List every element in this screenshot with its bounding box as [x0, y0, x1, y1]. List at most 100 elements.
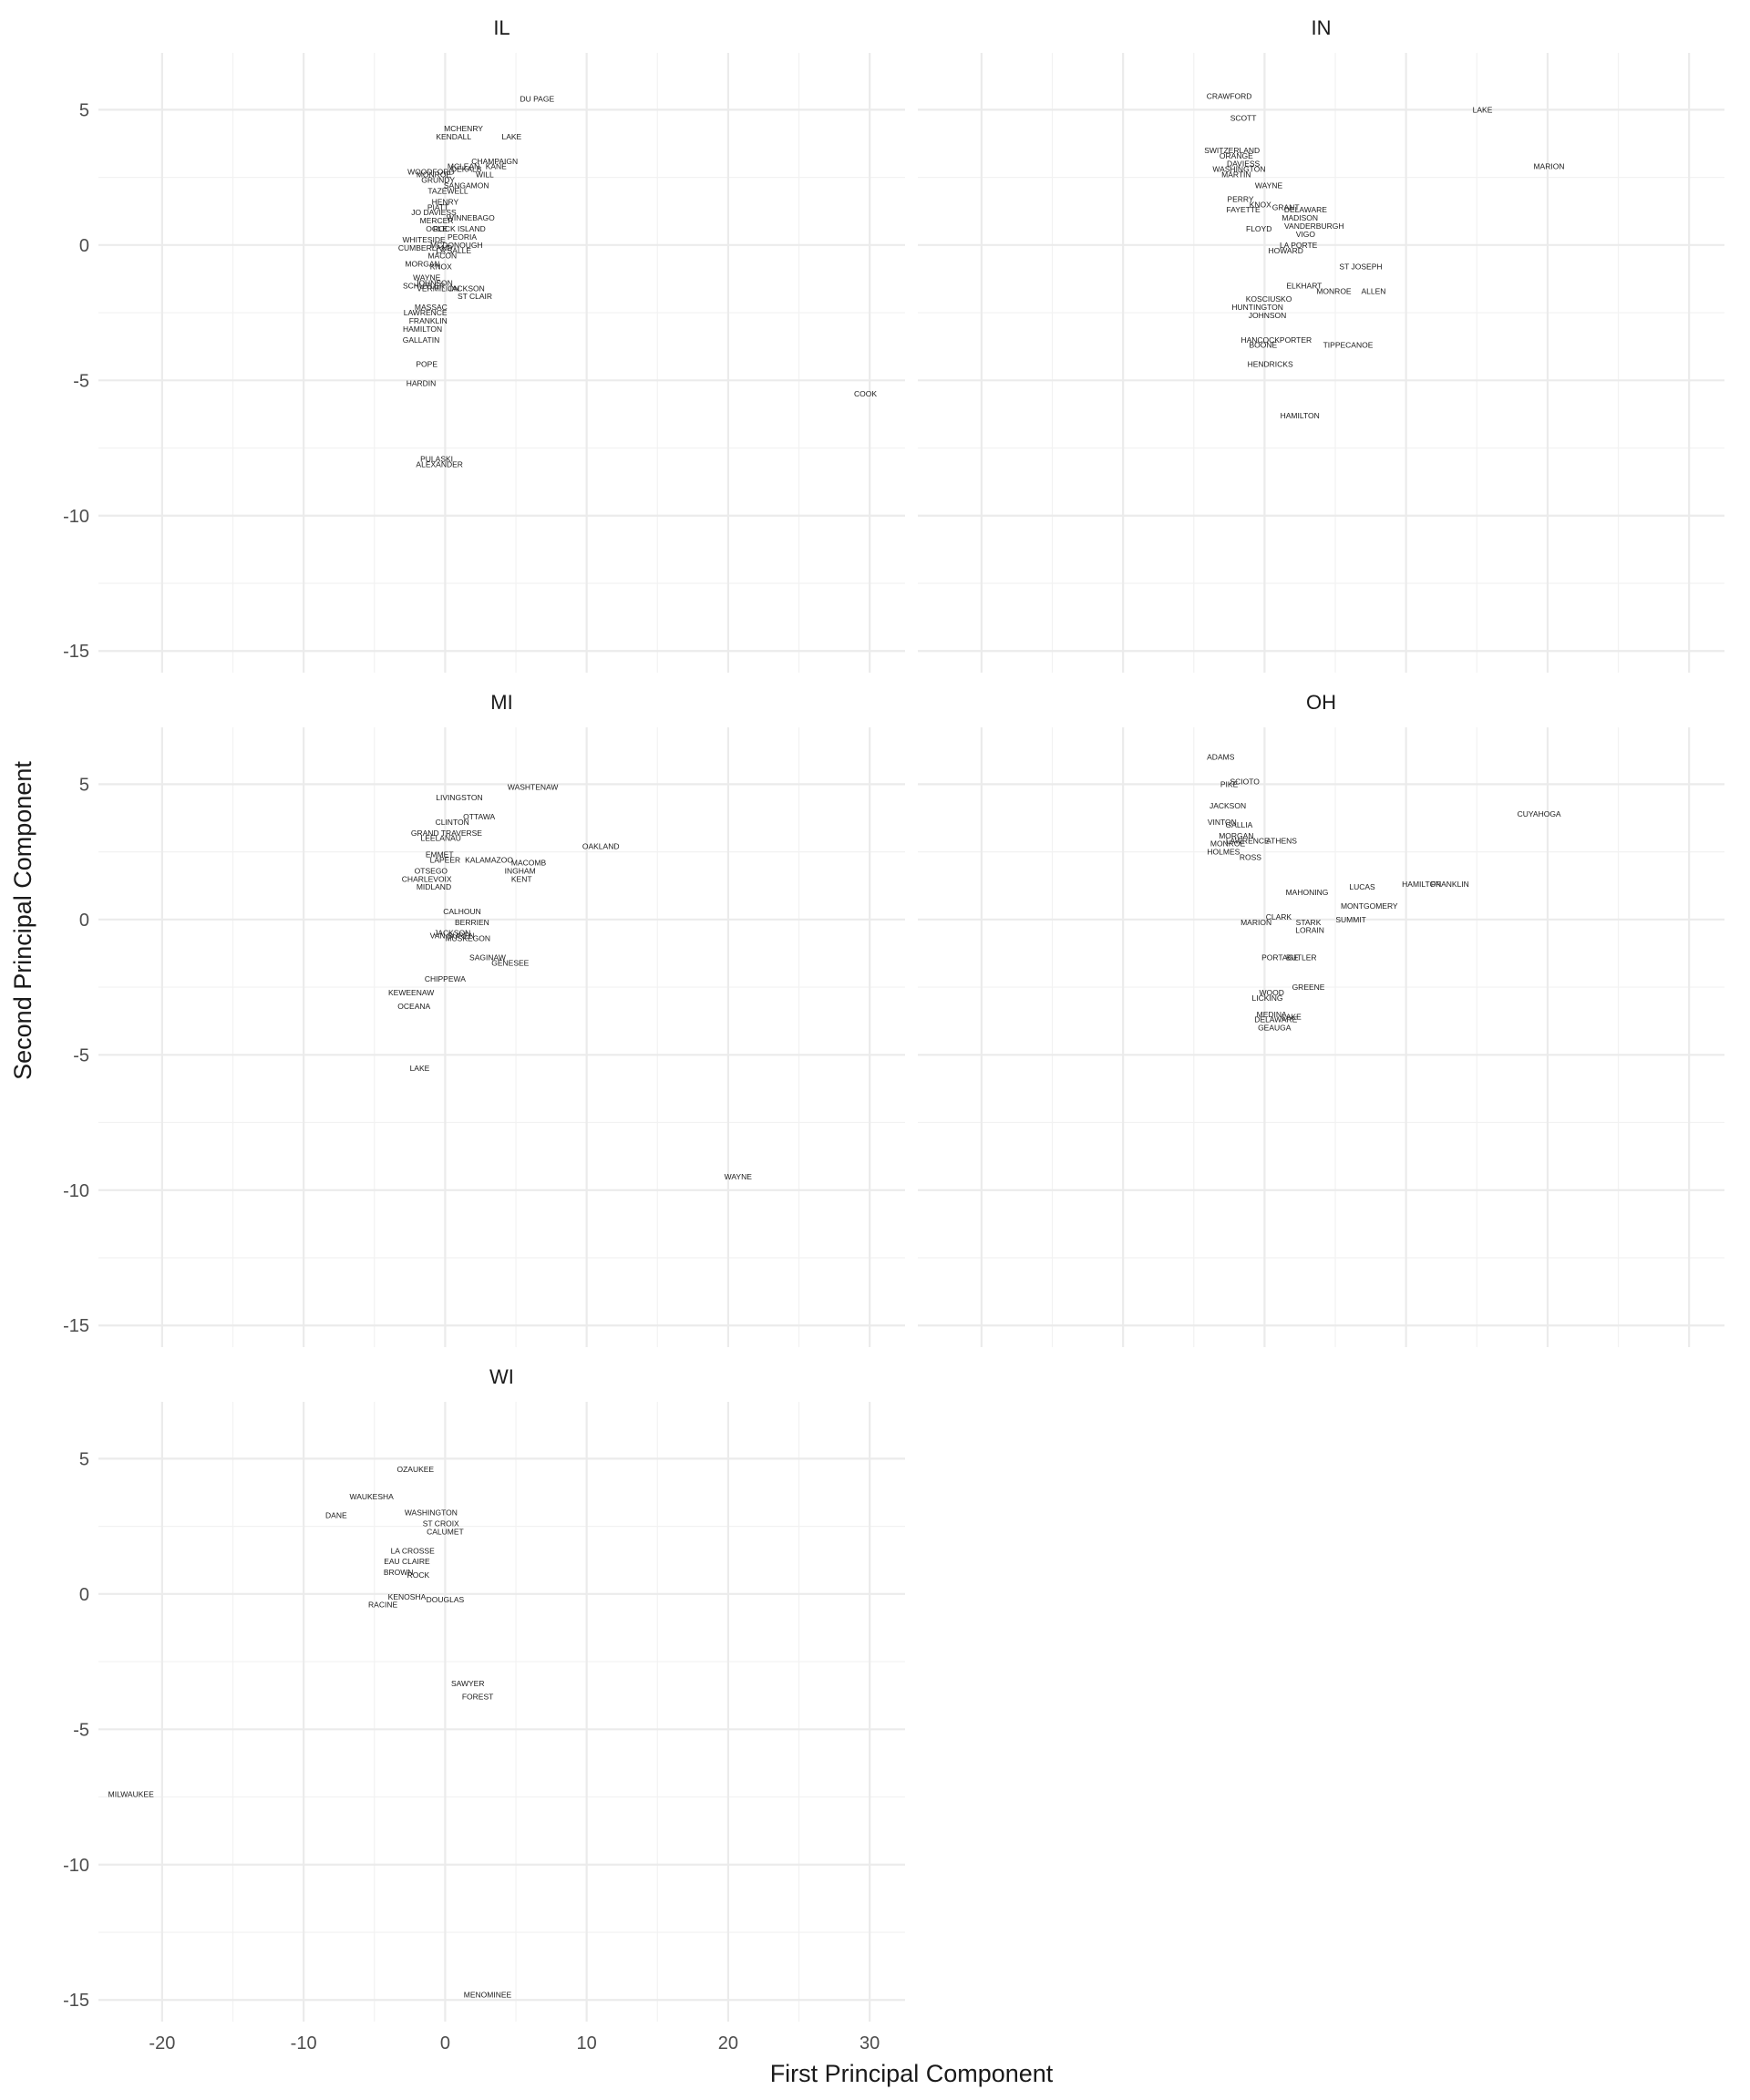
point-label: VIGO: [1296, 230, 1316, 239]
point-label: JOHNSON: [415, 278, 453, 287]
point-label: CHIPPEWA: [425, 974, 466, 983]
point-label: HOWARD: [1268, 246, 1302, 255]
point-label: ALLEN: [1361, 286, 1385, 295]
point-label: MARION: [1240, 918, 1271, 927]
y-tick-label: -5: [73, 1045, 89, 1065]
point-label: FRANKLIN: [409, 316, 448, 325]
point-label: HAMILTON: [1281, 411, 1320, 420]
point-label: COOK: [854, 389, 877, 398]
x-tick-label: 0: [440, 2033, 450, 2054]
point-label: SCHUYLER: [403, 281, 445, 290]
y-tick-label: -5: [73, 1720, 89, 1740]
point-label: GREENE: [1292, 983, 1325, 992]
y-tick-label: -15: [63, 1991, 89, 2011]
point-label: HAMILTON: [1402, 880, 1441, 889]
point-label: WHITESIDE: [402, 235, 446, 244]
point-label: MADISON: [1282, 213, 1318, 222]
point-label: ROCK ISLAND: [433, 224, 486, 233]
y-tick-label: -10: [63, 1856, 89, 1876]
point-label: FLOYD: [1246, 224, 1271, 233]
point-label: HOLMES: [1207, 848, 1240, 857]
point-label: HARDIN: [407, 378, 437, 387]
y-tick-label: 0: [79, 911, 89, 931]
point-label: MONROE: [417, 170, 452, 180]
point-label: ST CROIX: [423, 1519, 459, 1529]
point-label: DAVIESS: [1227, 160, 1261, 169]
point-label: WAYNE: [725, 1172, 753, 1181]
point-label: SAGINAW: [469, 952, 506, 962]
point-label: LAPEER: [430, 856, 461, 865]
point-label: SAWYER: [451, 1679, 485, 1688]
point-label: OTTAWA: [463, 812, 495, 821]
facet-panel-in: IN CRAWFORD LAKE SCOTT SWITZERLANDORANGEDAVI…: [918, 16, 1724, 673]
point-label: HANCOCK: [1240, 335, 1280, 345]
point-label: MONROE: [1316, 286, 1352, 295]
point-label: CALUMET: [427, 1528, 464, 1537]
point-label: SCOTT: [1230, 113, 1257, 122]
point-label: RACINE: [368, 1601, 397, 1610]
point-label: PIATT: [427, 202, 448, 211]
point-label: WASHINGTON: [405, 1508, 458, 1518]
point-label: VERMILION: [417, 283, 459, 293]
y-tick-label: 5: [79, 1449, 89, 1469]
point-label: LAKE: [501, 132, 521, 141]
point-label: CLARK: [1266, 912, 1292, 921]
point-label: WAYNE: [1255, 181, 1283, 190]
y-tick-label: -10: [63, 507, 89, 527]
point-label: OGLE: [426, 224, 448, 233]
point-label: LICKING: [1251, 993, 1282, 1003]
point-label: WAUKESHA: [349, 1492, 394, 1501]
point-label: PULASKI: [420, 454, 453, 463]
point-label: CLINTON: [436, 818, 469, 827]
panel-background: [918, 727, 1724, 1347]
point-label: OAKLAND: [582, 842, 620, 851]
y-tick-label: -10: [63, 1181, 89, 1201]
point-label: PIKE: [1220, 779, 1239, 788]
point-label: POPE: [416, 359, 438, 368]
point-label: MACOMB: [511, 858, 547, 867]
point-label: VANDERBURGH: [1284, 221, 1344, 231]
point-label: LA SALLE: [436, 246, 471, 255]
point-label: MACON: [427, 252, 457, 261]
y-tick-label: 5: [79, 100, 89, 120]
point-label: ST CLAIR: [458, 292, 492, 301]
point-label: MONROE: [1210, 839, 1246, 849]
point-label: SCIOTO: [1230, 777, 1260, 786]
point-label: FOREST: [462, 1693, 493, 1702]
point-label: MERCER: [420, 216, 454, 225]
point-label: WOODFORD: [407, 168, 454, 177]
point-label: GALLATIN: [403, 335, 439, 345]
point-label: WILL: [476, 170, 494, 180]
point-label: WASHINGTON: [1212, 165, 1265, 174]
point-label: KEWEENAW: [388, 988, 434, 997]
point-label: MCDONOUGH: [430, 241, 483, 250]
point-label: MENOMINEE: [464, 1990, 512, 1999]
point-label: KNOX: [430, 262, 452, 272]
facet-strip-label: WI: [489, 1365, 514, 1388]
x-axis-title: First Principal Component: [770, 2060, 1054, 2087]
point-label: LORAIN: [1295, 926, 1324, 935]
point-label: MARION: [1533, 162, 1564, 171]
point-label: LIVINGSTON: [436, 793, 482, 802]
point-label: ROSS: [1240, 853, 1261, 862]
point-label: KENDALL: [436, 132, 471, 141]
point-label: PERRY: [1227, 194, 1253, 203]
point-label: LAKE: [1473, 105, 1493, 114]
point-label: PEORIA: [448, 232, 477, 242]
point-label: HUNTINGTON: [1231, 303, 1283, 312]
point-label: FRANKLIN: [1431, 880, 1469, 889]
facet-panel-wi: WI 5 0 -5 -10 -15 -20 -10 0 10 20 30 OZAUKEE WAUKESHA…: [63, 1365, 905, 2054]
panel-background: [98, 1402, 905, 2022]
y-tick-label: -15: [63, 642, 89, 662]
point-label: KANE: [486, 162, 507, 171]
point-label: LA CROSSE: [391, 1546, 436, 1555]
point-label: KALAMAZOO: [465, 856, 513, 865]
point-label: JACKSON: [434, 929, 470, 938]
point-label: MASSAC: [415, 303, 448, 312]
point-label: INGHAM: [505, 866, 536, 875]
point-label: DU PAGE: [520, 94, 554, 103]
point-label: ALEXANDER: [416, 459, 463, 468]
point-label: HENDRICKS: [1248, 359, 1293, 368]
point-label: FAYETTE: [1227, 205, 1261, 214]
point-label: LAWRENCE: [404, 308, 448, 317]
